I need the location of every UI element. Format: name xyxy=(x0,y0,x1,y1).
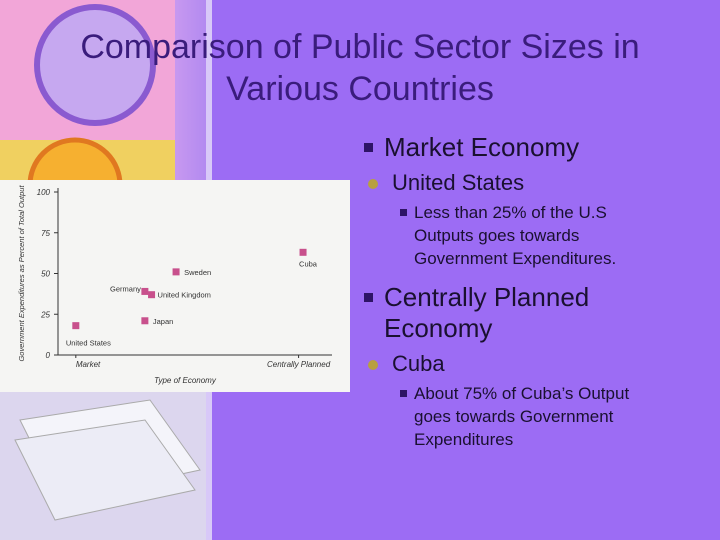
y-tick-label: 100 xyxy=(37,188,51,197)
clock xyxy=(34,4,156,126)
y-tick-label: 25 xyxy=(40,310,50,319)
data-point xyxy=(299,248,307,256)
x-tick-label: Market xyxy=(76,360,101,369)
bullet-text: Less than 25% of the U.S Outputs goes to… xyxy=(414,203,617,268)
data-point xyxy=(141,287,149,295)
point-label: Sweden xyxy=(184,268,211,277)
slide-title: Comparison of Public Sector Sizes in Var… xyxy=(80,28,640,108)
bullet-level-3: About 75% of Cuba’s Output goes towards … xyxy=(384,382,664,451)
bullet-level-2: United States xyxy=(360,169,706,197)
bullet-text: About 75% of Cuba’s Output goes towards … xyxy=(414,384,630,449)
bullet-marker xyxy=(400,209,407,216)
bullet-text: Cuba xyxy=(392,351,445,376)
data-point xyxy=(141,317,149,325)
point-label: United States xyxy=(66,339,111,348)
point-label: United Kingdom xyxy=(158,291,211,300)
y-axis-label: Government Expenditures as Percent of To… xyxy=(17,185,26,362)
bullet-marker xyxy=(364,143,373,152)
bullet-marker xyxy=(400,390,407,397)
data-point xyxy=(148,291,156,299)
y-tick-label: 50 xyxy=(41,270,50,279)
point-label: Germany xyxy=(110,284,141,293)
bullet-level-1: Market Economy xyxy=(356,132,706,163)
bullet-text: United States xyxy=(392,170,525,195)
chart: 0 25 50 75 100 Market Centrally Planned Type of… xyxy=(0,180,350,392)
y-tick-label: 0 xyxy=(46,351,51,360)
bullet-text: Market Economy xyxy=(384,132,580,162)
y-tick-label: 75 xyxy=(41,229,50,238)
point-label: Japan xyxy=(153,317,173,326)
point-label: Cuba xyxy=(299,259,318,268)
x-axis-label: Type of Economy xyxy=(154,376,217,385)
data-point xyxy=(172,268,180,276)
bullet-marker xyxy=(368,179,378,189)
bullet-marker xyxy=(364,293,373,302)
bullet-level-1: Centrally Planned Economy xyxy=(356,282,634,344)
bullet-level-2: Cuba xyxy=(360,350,706,378)
bullet-level-3: Less than 25% of the U.S Outputs goes to… xyxy=(384,201,664,270)
paper xyxy=(14,419,196,521)
data-point xyxy=(72,322,80,330)
bullet-marker xyxy=(368,360,378,370)
x-tick-label: Centrally Planned xyxy=(267,360,331,369)
bullet-list: Market Economy United States Less than 25%… xyxy=(356,132,706,463)
bullet-text: Centrally Planned Economy xyxy=(384,282,590,343)
